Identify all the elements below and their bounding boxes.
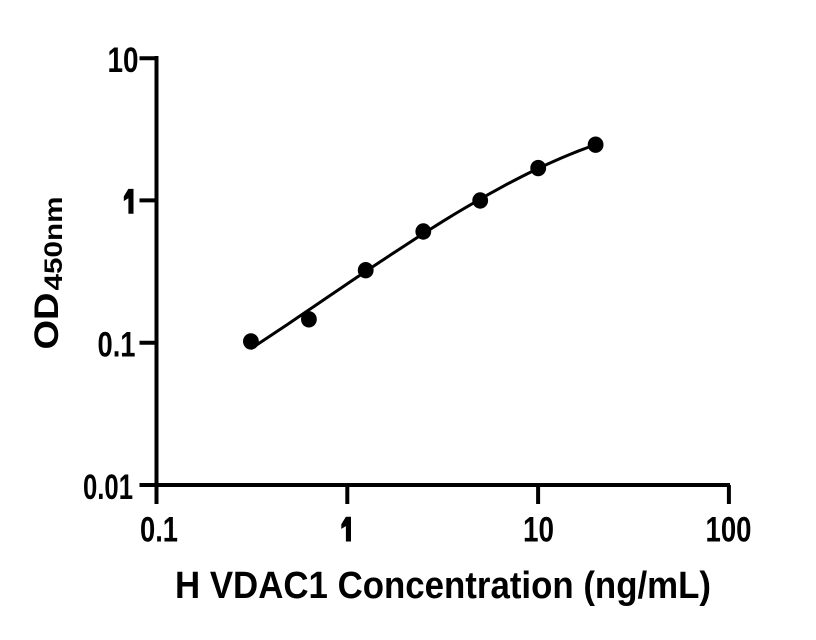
svg-text:100: 100 <box>706 510 752 549</box>
svg-text:0.1: 0.1 <box>98 326 136 365</box>
svg-text:450nm: 450nm <box>40 197 68 291</box>
svg-text:10: 10 <box>523 510 554 549</box>
svg-text:OD: OD <box>28 293 66 350</box>
svg-text:0.01: 0.01 <box>83 468 133 507</box>
svg-text:0.1: 0.1 <box>140 510 178 549</box>
svg-text:10: 10 <box>108 41 139 80</box>
svg-text:H VDAC1 Concentration (ng/mL): H VDAC1 Concentration (ng/mL) <box>175 565 711 607</box>
